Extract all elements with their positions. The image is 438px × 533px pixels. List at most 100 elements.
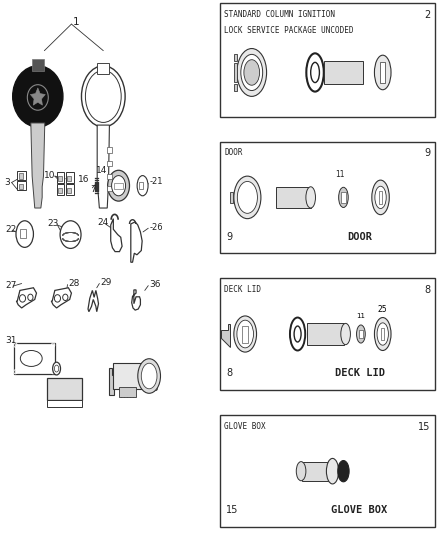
- Bar: [95, 177, 99, 179]
- Bar: [66, 184, 74, 195]
- Ellipse shape: [357, 325, 365, 343]
- Ellipse shape: [374, 55, 391, 90]
- Bar: [95, 192, 99, 194]
- Polygon shape: [88, 290, 99, 312]
- Text: WALET
  KEY: WALET KEY: [90, 94, 117, 107]
- Bar: [276, 187, 311, 208]
- Ellipse shape: [237, 181, 258, 213]
- Text: 33: 33: [147, 384, 159, 393]
- Ellipse shape: [60, 221, 81, 248]
- Bar: [18, 183, 23, 189]
- Text: GLOVE BOX: GLOVE BOX: [332, 505, 388, 515]
- Ellipse shape: [306, 187, 315, 208]
- Ellipse shape: [374, 318, 391, 351]
- Bar: [95, 182, 99, 183]
- Polygon shape: [16, 288, 36, 308]
- Bar: [220, 142, 435, 253]
- Ellipse shape: [237, 49, 267, 96]
- Ellipse shape: [372, 180, 389, 215]
- Bar: [242, 326, 248, 343]
- Bar: [95, 184, 99, 185]
- Polygon shape: [31, 123, 45, 208]
- Bar: [341, 192, 346, 203]
- Bar: [46, 400, 82, 407]
- Bar: [20, 229, 26, 238]
- Polygon shape: [234, 84, 237, 91]
- Polygon shape: [132, 290, 141, 310]
- Text: DECK LID: DECK LID: [224, 285, 261, 294]
- Text: 2: 2: [424, 10, 431, 20]
- Text: DOOR: DOOR: [224, 148, 243, 157]
- Text: -20: -20: [111, 173, 125, 182]
- Bar: [220, 415, 435, 527]
- Ellipse shape: [234, 316, 257, 352]
- Text: 15: 15: [418, 422, 431, 432]
- Text: STANDARD COLUMN IGNITION: STANDARD COLUMN IGNITION: [224, 10, 335, 19]
- Ellipse shape: [16, 221, 33, 247]
- Ellipse shape: [244, 60, 260, 85]
- Bar: [97, 63, 110, 74]
- Ellipse shape: [53, 362, 60, 375]
- Ellipse shape: [141, 364, 157, 389]
- Bar: [57, 172, 64, 183]
- Text: -21: -21: [149, 177, 162, 187]
- Bar: [107, 174, 112, 179]
- Bar: [307, 324, 344, 345]
- Bar: [324, 61, 363, 84]
- Bar: [67, 176, 71, 181]
- Bar: [17, 171, 26, 180]
- Text: 14: 14: [96, 166, 107, 175]
- Bar: [381, 328, 385, 341]
- Ellipse shape: [375, 186, 386, 208]
- Polygon shape: [30, 88, 45, 105]
- Bar: [380, 62, 385, 83]
- Ellipse shape: [377, 323, 389, 345]
- Bar: [57, 184, 64, 195]
- Bar: [302, 462, 330, 481]
- Ellipse shape: [28, 294, 33, 301]
- Text: DOOR: DOOR: [347, 231, 372, 241]
- Bar: [107, 161, 112, 166]
- Ellipse shape: [234, 176, 261, 219]
- Text: 29: 29: [100, 278, 112, 287]
- Text: 8: 8: [226, 368, 232, 378]
- Ellipse shape: [85, 70, 121, 123]
- Ellipse shape: [341, 324, 350, 345]
- Bar: [66, 172, 74, 183]
- Ellipse shape: [20, 351, 42, 367]
- Polygon shape: [109, 368, 114, 395]
- Text: 31: 31: [5, 336, 17, 345]
- Text: 23: 23: [48, 220, 59, 229]
- Text: 8: 8: [424, 285, 431, 295]
- Text: 11: 11: [357, 313, 365, 319]
- Text: 15: 15: [226, 505, 238, 515]
- Text: 9: 9: [424, 148, 431, 158]
- Text: 16: 16: [78, 175, 89, 184]
- Bar: [220, 3, 435, 117]
- Text: 28: 28: [68, 279, 80, 288]
- Ellipse shape: [54, 365, 59, 372]
- Ellipse shape: [112, 175, 126, 196]
- Polygon shape: [234, 54, 237, 61]
- Polygon shape: [230, 192, 233, 203]
- Ellipse shape: [338, 461, 349, 482]
- Bar: [107, 148, 112, 153]
- Ellipse shape: [13, 66, 63, 127]
- Polygon shape: [97, 125, 110, 208]
- Bar: [95, 188, 99, 190]
- Text: 9: 9: [226, 231, 232, 241]
- Ellipse shape: [54, 295, 60, 302]
- Text: -26: -26: [149, 223, 163, 232]
- Bar: [46, 378, 82, 400]
- Ellipse shape: [237, 320, 254, 348]
- Text: LOCK SERVICE PACKAGE UNCODED: LOCK SERVICE PACKAGE UNCODED: [224, 26, 354, 35]
- Bar: [379, 191, 382, 204]
- Ellipse shape: [81, 66, 125, 127]
- Bar: [113, 364, 142, 389]
- Ellipse shape: [138, 359, 160, 393]
- Bar: [58, 176, 62, 181]
- Bar: [17, 181, 26, 190]
- Polygon shape: [234, 63, 237, 82]
- Text: 24: 24: [98, 219, 109, 228]
- Ellipse shape: [63, 294, 68, 301]
